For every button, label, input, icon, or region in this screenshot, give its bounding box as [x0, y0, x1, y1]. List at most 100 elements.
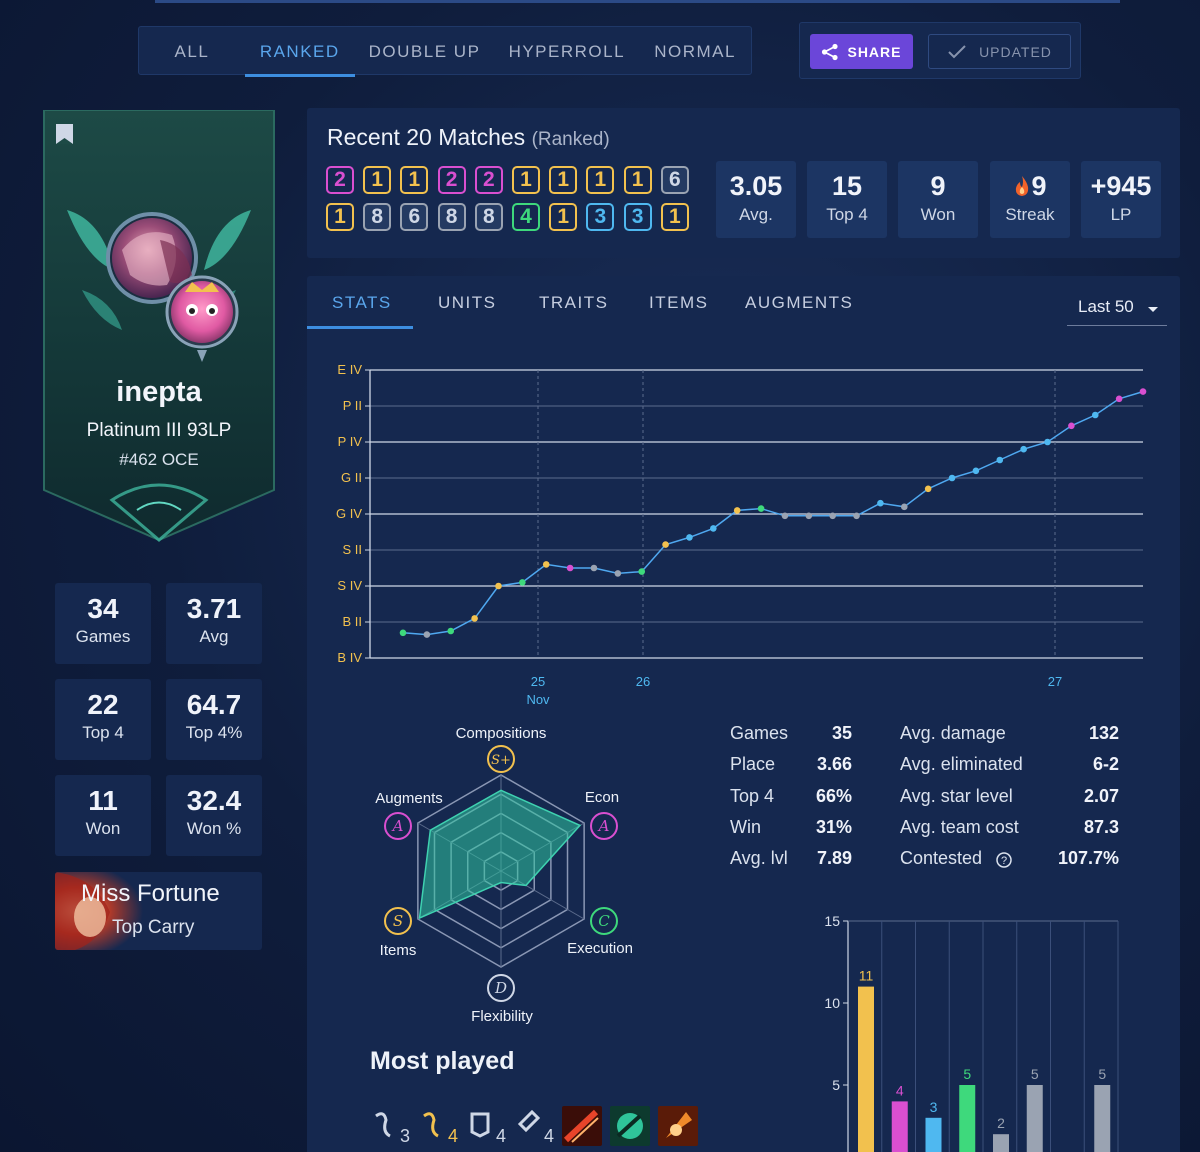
mode-tab-all[interactable]: ALL — [174, 41, 210, 61]
summary-won-pct: 32.4 Won % — [166, 775, 262, 856]
radar-grade-letter: C — [598, 912, 610, 930]
augment-icon-2[interactable] — [610, 1106, 650, 1146]
most-played-list: 3 4 4 4 — [370, 1106, 698, 1146]
top-divider — [155, 0, 1120, 3]
placement-badge[interactable]: 1 — [660, 203, 689, 231]
lp-point — [757, 505, 765, 512]
trait-icon-4[interactable]: 4 — [514, 1106, 554, 1146]
svg-text:4: 4 — [496, 1126, 506, 1146]
mode-tab-double-up[interactable]: DOUBLE UP — [368, 41, 481, 61]
bar-mark — [858, 986, 874, 1152]
lp-point — [1139, 388, 1147, 395]
bar-value-label: 2 — [997, 1115, 1005, 1131]
lp-y-tick-label: S II — [342, 542, 362, 557]
perf-value: 66% — [815, 785, 852, 806]
placement-badge[interactable]: 2 — [474, 166, 503, 194]
svg-text:4: 4 — [448, 1126, 458, 1146]
placement-badge[interactable]: 6 — [400, 203, 429, 231]
lp-point — [924, 485, 932, 493]
trait-icon-2[interactable]: 4 — [418, 1106, 458, 1146]
placement-badge[interactable]: 3 — [586, 203, 615, 231]
tab-units[interactable]: UNITS — [438, 292, 497, 312]
augment-icon-3[interactable] — [658, 1106, 698, 1146]
lp-point — [638, 568, 646, 575]
radar-axis-label: Flexibility — [471, 1008, 533, 1025]
recent-top4: 15 Top 4 — [807, 161, 887, 238]
chevron-down-icon — [1148, 307, 1158, 312]
bookmark-icon — [56, 124, 73, 144]
help-icon[interactable]: ? — [996, 852, 1012, 868]
perf-label: Games — [730, 723, 789, 743]
perf-label: Avg. damage — [900, 723, 1006, 743]
tab-augments[interactable]: AUGMENTS — [745, 292, 854, 312]
recent-won: 9 Won — [898, 161, 978, 238]
tab-traits[interactable]: TRAITS — [539, 292, 609, 312]
perf-value: 87.3 — [1083, 816, 1119, 837]
updated-label: UPDATED — [979, 43, 1052, 60]
mode-tabs: ALL RANKED DOUBLE UP HYPERROLL NORMAL — [138, 26, 752, 77]
mode-tab-hyperroll[interactable]: HYPERROLL — [508, 41, 626, 61]
radar-axis-label: Items — [380, 942, 417, 959]
player-ladder: #462 OCE — [119, 450, 199, 469]
mode-tab-normal[interactable]: NORMAL — [654, 41, 736, 61]
bar-y-tick-label: 10 — [824, 995, 840, 1011]
trait-icon-1[interactable]: 3 — [370, 1106, 410, 1146]
augment-icon-1[interactable] — [562, 1106, 602, 1146]
mode-tab-ranked[interactable]: RANKED — [244, 27, 355, 77]
placement-badge[interactable]: 8 — [437, 203, 466, 231]
placement-badge[interactable]: 1 — [549, 166, 578, 194]
perf-value: 3.66 — [816, 754, 852, 775]
trait-icon-3[interactable]: 4 — [466, 1106, 506, 1146]
updated-button[interactable]: UPDATED — [928, 34, 1071, 69]
placement-badge[interactable]: 1 — [549, 203, 578, 231]
placement-badge[interactable]: 3 — [623, 203, 652, 231]
share-button[interactable]: SHARE — [810, 34, 913, 69]
radar-grade-letter: A — [597, 817, 610, 835]
placement-badge[interactable]: 1 — [400, 166, 429, 194]
radar-grade-badge — [487, 974, 515, 1002]
fire-icon — [1016, 176, 1029, 196]
placement-badge[interactable]: 1 — [623, 166, 652, 194]
bar-value-label: 5 — [963, 1066, 971, 1082]
lp-point — [1044, 438, 1051, 446]
bar-mark — [1094, 1085, 1111, 1152]
placement-badge[interactable]: 1 — [326, 203, 354, 231]
placement-badge[interactable]: 8 — [363, 203, 392, 231]
lp-point — [877, 499, 884, 507]
bar-mark — [959, 1085, 976, 1152]
lp-point — [614, 570, 622, 577]
lp-x-tick-label: 25 — [531, 674, 545, 689]
placement-badge[interactable]: 1 — [512, 166, 540, 194]
perf-value: 107.7% — [1057, 848, 1119, 869]
share-icon — [822, 43, 839, 60]
tab-stats[interactable]: STATS — [332, 292, 392, 312]
radar-grade-badge — [384, 907, 412, 935]
lp-y-tick-label: G II — [341, 470, 362, 485]
placement-badge[interactable]: 2 — [437, 166, 466, 194]
placement-badge[interactable]: 2 — [326, 166, 354, 194]
bar-value-label: 11 — [859, 968, 874, 984]
perf-value: 2.07 — [1083, 785, 1119, 806]
placement-badge[interactable]: 8 — [474, 203, 503, 231]
carry-label: Top Carry — [112, 917, 195, 938]
bar-y-tick-label: 15 — [824, 913, 840, 929]
placement-badge[interactable]: 4 — [512, 203, 540, 231]
placement-badge[interactable]: 6 — [660, 166, 689, 194]
lp-x-tick-sublabel: Nov — [526, 692, 550, 707]
top-carry-card[interactable]: Miss Fortune Top Carry — [55, 872, 262, 950]
lp-point — [781, 512, 789, 520]
bar-value-label: 5 — [1031, 1066, 1039, 1082]
placement-badge[interactable]: 1 — [363, 166, 392, 194]
lp-point — [495, 582, 502, 590]
placement-badge[interactable]: 1 — [586, 166, 615, 194]
range-select[interactable]: Last 50 — [1067, 292, 1167, 326]
summary-top4-pct: 64.7 Top 4% — [166, 679, 262, 760]
lp-point — [733, 507, 741, 514]
tab-items[interactable]: ITEMS — [649, 292, 709, 312]
bar-value-label: 4 — [896, 1082, 904, 1098]
radar-grade-letter: S+ — [491, 753, 511, 768]
lp-y-tick-label: S IV — [337, 578, 362, 593]
lp-y-tick-label: G IV — [336, 506, 362, 521]
